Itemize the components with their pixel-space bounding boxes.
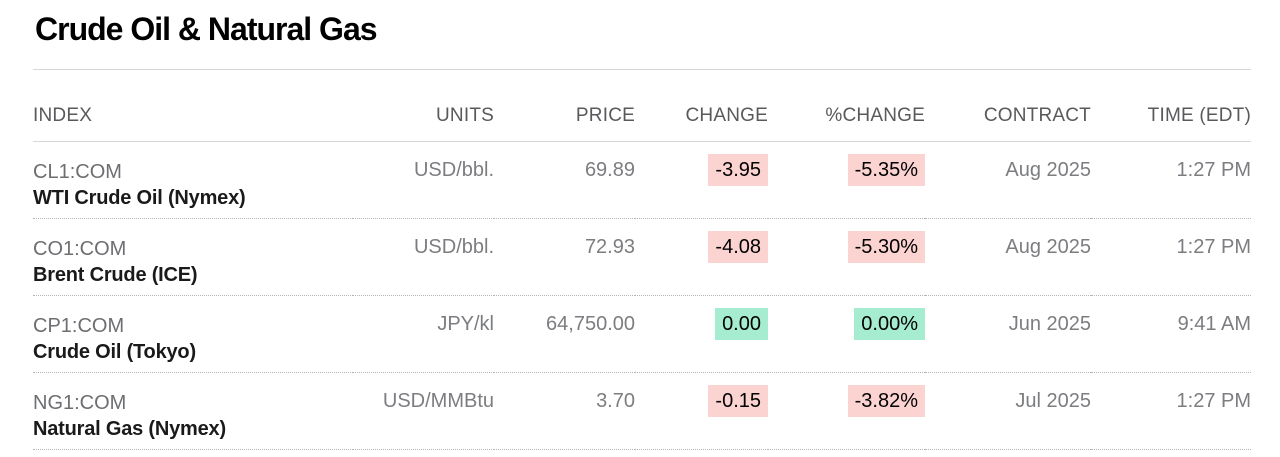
time-cell: 1:27 PM xyxy=(1091,141,1251,219)
instrument-name: WTI Crude Oil (Nymex) xyxy=(33,187,246,209)
change-cell: 0.00 xyxy=(635,295,768,373)
table-header-row: INDEX UNITS PRICE CHANGE %CHANGE CONTRAC… xyxy=(33,78,1251,142)
table-row[interactable]: NG1:COM Natural Gas (Nymex) USD/MMBtu 3.… xyxy=(33,372,1251,450)
col-header-pct-change: %CHANGE xyxy=(768,78,925,142)
pct-change-badge: 0.00% xyxy=(854,308,925,340)
page-title: Crude Oil & Natural Gas xyxy=(35,11,378,47)
units-cell: USD/bbl. xyxy=(353,141,494,219)
change-cell: -0.15 xyxy=(635,372,768,450)
change-badge: 0.00 xyxy=(715,308,768,340)
pct-change-cell: -5.35% xyxy=(768,141,925,219)
time-cell: 1:27 PM xyxy=(1091,218,1251,296)
table-body: CL1:COM WTI Crude Oil (Nymex) USD/bbl. 6… xyxy=(33,141,1251,450)
ticker-symbol-link[interactable]: CL1:COM xyxy=(33,161,122,183)
pct-change-cell: -5.30% xyxy=(768,218,925,296)
time-cell: 1:27 PM xyxy=(1091,372,1251,450)
ticker-symbol-link[interactable]: CO1:COM xyxy=(33,238,127,260)
col-header-units: UNITS xyxy=(353,78,494,142)
contract-cell: Aug 2025 xyxy=(925,218,1091,296)
time-cell: 9:41 AM xyxy=(1091,295,1251,373)
col-header-time: TIME (EDT) xyxy=(1091,78,1251,142)
pct-change-cell: -3.82% xyxy=(768,372,925,450)
ticker-symbol-link[interactable]: CP1:COM xyxy=(33,315,125,337)
change-cell: -4.08 xyxy=(635,218,768,296)
table-row[interactable]: CO1:COM Brent Crude (ICE) USD/bbl. 72.93… xyxy=(33,218,1251,296)
change-badge: -3.95 xyxy=(708,154,768,186)
pct-change-badge: -3.82% xyxy=(847,385,925,417)
commodities-table: INDEX UNITS PRICE CHANGE %CHANGE CONTRAC… xyxy=(33,78,1251,450)
change-cell: -3.95 xyxy=(635,141,768,219)
change-badge: -4.08 xyxy=(708,231,768,263)
units-cell: USD/bbl. xyxy=(353,218,494,296)
price-cell: 69.89 xyxy=(494,141,635,219)
contract-cell: Aug 2025 xyxy=(925,141,1091,219)
index-cell: CP1:COM Crude Oil (Tokyo) xyxy=(33,295,353,373)
price-cell: 3.70 xyxy=(494,372,635,450)
ticker-symbol-link[interactable]: NG1:COM xyxy=(33,392,127,414)
pct-change-badge: -5.30% xyxy=(847,231,925,263)
price-cell: 64,750.00 xyxy=(494,295,635,373)
pct-change-cell: 0.00% xyxy=(768,295,925,373)
index-cell: CL1:COM WTI Crude Oil (Nymex) xyxy=(33,141,353,219)
change-badge: -0.15 xyxy=(708,385,768,417)
contract-cell: Jul 2025 xyxy=(925,372,1091,450)
pct-change-badge: -5.35% xyxy=(847,154,925,186)
col-header-change: CHANGE xyxy=(635,78,768,142)
col-header-index: INDEX xyxy=(33,78,353,142)
index-cell: NG1:COM Natural Gas (Nymex) xyxy=(33,372,353,450)
title-divider xyxy=(33,69,1251,70)
price-cell: 72.93 xyxy=(494,218,635,296)
col-header-price: PRICE xyxy=(494,78,635,142)
units-cell: JPY/kl xyxy=(353,295,494,373)
instrument-name: Brent Crude (ICE) xyxy=(33,264,198,286)
table-row[interactable]: CP1:COM Crude Oil (Tokyo) JPY/kl 64,750.… xyxy=(33,295,1251,373)
index-cell: CO1:COM Brent Crude (ICE) xyxy=(33,218,353,296)
instrument-name: Crude Oil (Tokyo) xyxy=(33,341,196,363)
table-row[interactable]: CL1:COM WTI Crude Oil (Nymex) USD/bbl. 6… xyxy=(33,141,1251,219)
contract-cell: Jun 2025 xyxy=(925,295,1091,373)
col-header-contract: CONTRACT xyxy=(925,78,1091,142)
units-cell: USD/MMBtu xyxy=(353,372,494,450)
instrument-name: Natural Gas (Nymex) xyxy=(33,418,226,440)
